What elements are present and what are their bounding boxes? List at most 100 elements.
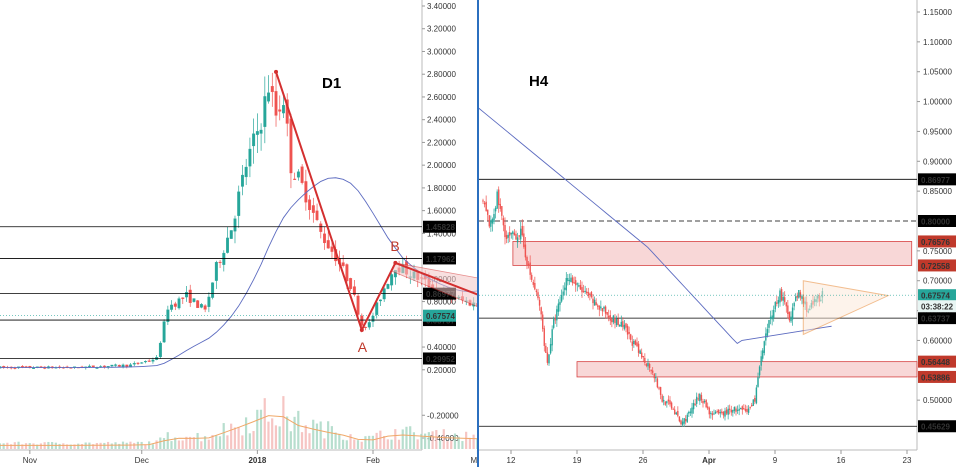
- h4-candle-body: [611, 319, 613, 323]
- h4-level-label-bg: [918, 173, 956, 186]
- d1-volume-bar: [457, 436, 460, 449]
- h4-chart-svg[interactable]: 1.15000 1.10000 1.05000 1.00000 0.95000 0.900…: [479, 0, 962, 467]
- d1-volume-bar: [386, 439, 389, 449]
- h4-supply-demand-zone: [576, 361, 918, 378]
- h4-candle-body: [733, 406, 736, 411]
- h4-candle-body: [545, 345, 547, 353]
- d1-volume-bar: [6, 442, 9, 449]
- h4-candle-body: [568, 279, 571, 282]
- d1-volume-bar: [412, 432, 416, 449]
- h4-chart-panel[interactable]: 1.15000 1.10000 1.05000 1.00000 0.95000 0.900…: [479, 0, 962, 467]
- h4-candle-body: [787, 305, 789, 315]
- d1-volume-bar: [32, 443, 35, 449]
- h4-candle-body: [714, 411, 717, 414]
- h4-candle-body: [546, 352, 549, 363]
- d1-volume-bar: [424, 433, 427, 449]
- h4-candle-body: [683, 418, 685, 424]
- d1-y-tick-label: 2.00000: [427, 161, 456, 170]
- d1-x-tick-label: Feb: [366, 456, 380, 465]
- d1-volume-ma-line: [0, 415, 478, 446]
- h4-supply-demand-zone: [512, 241, 913, 266]
- h4-zone-top-label-bg: [918, 235, 956, 248]
- h4-candle-body: [763, 341, 765, 354]
- d1-volume-bar: [278, 426, 281, 449]
- d1-candle-body: [345, 264, 349, 282]
- d1-volume-bar: [203, 436, 207, 449]
- d1-volume-bar: [405, 426, 408, 449]
- d1-volume-bar: [256, 409, 259, 449]
- d1-pattern-vertex: [359, 328, 364, 332]
- h4-candle-body: [573, 282, 575, 284]
- h4-candle-body: [710, 412, 712, 414]
- h4-candle-body: [744, 408, 747, 411]
- d1-volume-bar: [282, 396, 285, 449]
- h4-triangle-pattern: [802, 280, 890, 336]
- d1-volume-bar: [226, 435, 229, 449]
- d1-volume-bar: [327, 421, 330, 449]
- d1-candle-body: [188, 289, 192, 304]
- h4-candle-body: [524, 244, 527, 258]
- d1-volume-bar: [297, 410, 300, 449]
- d1-candle-body: [147, 360, 151, 362]
- d1-volume-bar: [293, 416, 296, 449]
- d1-volume-bar: [2, 443, 5, 449]
- d1-volume-bar: [0, 443, 1, 449]
- h4-candle-body: [512, 231, 514, 234]
- h4-y-tick-label: 1.15000: [923, 8, 952, 17]
- d1-volume-bar: [144, 444, 147, 449]
- d1-candle-body: [390, 274, 394, 286]
- h4-level-label: 0.45629: [921, 423, 950, 432]
- d1-chart-svg[interactable]: 3.40000 3.20000 3.00000 2.80000 2.60000 2.400…: [0, 0, 478, 467]
- d1-current-price-label-bg: [423, 309, 456, 322]
- d1-volume-bar: [330, 426, 333, 449]
- d1-candle-body: [177, 298, 181, 309]
- h4-candle-body: [636, 342, 638, 347]
- d1-candle-body: [132, 363, 136, 365]
- d1-chart-panel[interactable]: 3.40000 3.20000 3.00000 2.80000 2.60000 2.400…: [0, 0, 478, 467]
- h4-candle-body: [697, 398, 699, 400]
- h4-candle-body: [598, 305, 600, 310]
- d1-candle-body: [218, 261, 222, 264]
- d1-y-tick-label: 1.60000: [427, 207, 456, 216]
- h4-candle-body: [526, 257, 528, 266]
- d1-volume-bar: [189, 436, 192, 449]
- d1-candle-body: [371, 315, 375, 322]
- h4-candle-body: [736, 409, 739, 411]
- h4-moving-average-line: [479, 107, 832, 344]
- h4-candle-body: [779, 290, 781, 303]
- d1-x-tick-label: Dec: [135, 456, 149, 465]
- h4-candle-body: [664, 401, 666, 405]
- h4-candle-body: [747, 408, 750, 413]
- d1-candle-body: [151, 359, 155, 362]
- h4-candle-body: [678, 416, 681, 422]
- d1-candle-body: [360, 315, 364, 326]
- d1-candle-body: [229, 230, 233, 239]
- d1-moving-average-line: [0, 177, 478, 368]
- h4-candle-body: [685, 419, 687, 422]
- d1-volume-bar: [65, 444, 69, 449]
- h4-candle-body: [732, 410, 734, 413]
- d1-volume-bar: [159, 437, 162, 449]
- h4-y-tick-label: 0.95000: [923, 127, 952, 136]
- d1-volume-bar: [207, 439, 210, 449]
- h4-candle-body: [681, 421, 684, 425]
- h4-candle-body: [603, 306, 605, 309]
- h4-candle-body: [490, 220, 492, 227]
- d1-volume-bar: [9, 444, 13, 449]
- h4-countdown-label-bg: [918, 300, 956, 313]
- h4-candle-body: [674, 409, 676, 415]
- h4-candle-body: [542, 314, 544, 329]
- d1-level-label-bg: [423, 220, 456, 233]
- d1-volume-bar: [334, 432, 337, 449]
- d1-level-label-bg: [423, 252, 456, 265]
- d1-candle-body: [196, 300, 200, 309]
- d1-candle-body: [185, 292, 188, 298]
- panel-divider[interactable]: [477, 0, 479, 467]
- h4-candle-body: [597, 305, 599, 307]
- h4-candle-body: [537, 292, 539, 299]
- h4-candle-body: [795, 296, 797, 302]
- h4-candle-body: [504, 225, 506, 238]
- d1-volume-bar: [162, 438, 166, 449]
- h4-current-price-label-bg: [918, 289, 956, 302]
- d1-y-tick-label: 2.80000: [427, 70, 456, 79]
